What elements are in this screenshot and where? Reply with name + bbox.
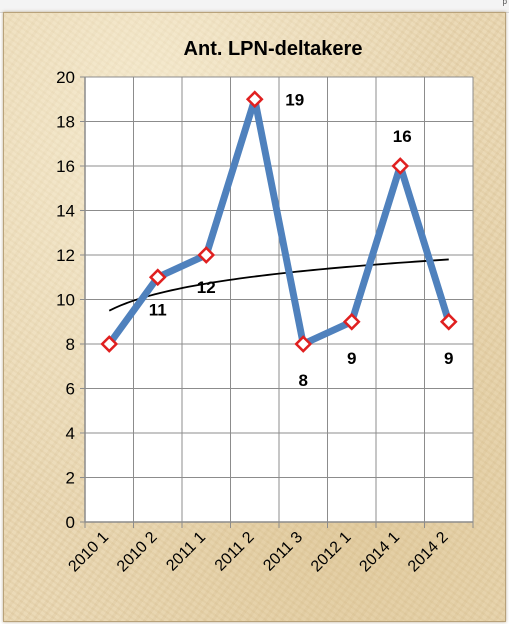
data-labels: 11 12 19 8 9 16 9 — [149, 90, 454, 390]
data-marker — [245, 90, 264, 109]
y-tick-label: 18 — [56, 113, 75, 132]
data-label: 19 — [285, 90, 304, 109]
x-tick-label: 2010 2 — [114, 529, 161, 576]
y-tick-label: 20 — [56, 68, 75, 87]
series-path — [105, 95, 453, 348]
data-label: 8 — [299, 371, 308, 390]
trendline-curve — [108, 258, 449, 312]
chart-title: Ant. LPN-deltakere — [184, 38, 363, 60]
data-markers — [100, 90, 458, 353]
x-tick-label: 2014 1 — [356, 529, 403, 576]
y-tick-label: 8 — [66, 335, 75, 354]
y-tick-label: 14 — [56, 202, 75, 221]
x-tick-label: 2012 1 — [308, 529, 355, 576]
data-marker — [391, 157, 410, 175]
data-label: 9 — [347, 349, 356, 368]
x-tick-label: 2010 1 — [65, 529, 112, 576]
data-marker — [342, 312, 361, 331]
chart-area: Ant. LPN-deltakere 0 2 4 6 8 10 12 14 16 18 20 201… — [3, 12, 506, 622]
axes — [80, 76, 474, 528]
gridlines — [84, 76, 474, 523]
data-marker — [294, 335, 313, 353]
line-chart: Ant. LPN-deltakere 0 2 4 6 8 10 12 14 16 18 20 201… — [56, 38, 474, 576]
y-tick-label: 6 — [66, 380, 75, 399]
x-tick-label: 2011 3 — [260, 529, 306, 575]
data-marker — [148, 268, 167, 287]
data-marker — [197, 246, 216, 264]
y-tick-label: 12 — [56, 246, 75, 265]
y-tick-labels: 0 2 4 6 8 10 12 14 16 18 20 — [56, 68, 75, 532]
x-tick-label: 2014 2 — [405, 529, 452, 576]
data-label: 9 — [444, 349, 453, 368]
x-tick-label: 2011 2 — [212, 529, 258, 575]
y-tick-label: 16 — [56, 157, 75, 176]
corner-glyph-icon: ᵖ — [502, 0, 507, 10]
x-tick-labels: 2010 1 2010 2 2011 1 2011 2 2011 3 2012 1 2014… — [65, 529, 451, 576]
y-tick-label: 0 — [66, 513, 75, 532]
x-tick-label: 2011 1 — [163, 529, 209, 575]
series-line — [105, 95, 453, 348]
y-tick-label: 10 — [56, 291, 75, 310]
data-marker — [439, 312, 458, 331]
y-tick-label: 4 — [66, 424, 75, 443]
y-tick-label: 2 — [66, 469, 75, 488]
data-label: 11 — [149, 300, 167, 319]
data-label: 16 — [393, 127, 412, 146]
data-marker — [100, 335, 119, 353]
data-label: 12 — [197, 278, 216, 297]
trendline — [108, 258, 449, 312]
